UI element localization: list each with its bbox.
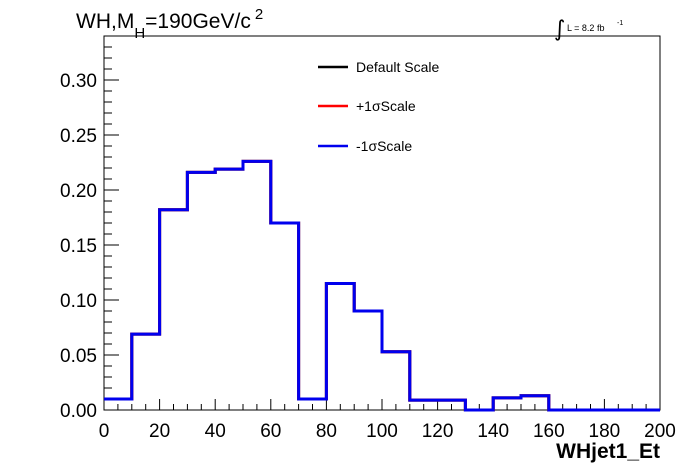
y-tick-label: 0.20	[60, 181, 97, 202]
x-tick-label: 160	[533, 421, 565, 442]
title-subscript: H	[134, 25, 145, 42]
y-tick-label: 0.25	[60, 126, 97, 147]
lumi-superscript: -1	[617, 20, 623, 27]
x-tick-label: 100	[366, 421, 398, 442]
title-prefix: WH,M	[76, 10, 134, 33]
y-tick-label: 0.15	[60, 236, 97, 257]
legend-label-default: Default Scale	[356, 59, 439, 75]
x-tick-label: 60	[260, 421, 281, 442]
x-tick-label: 40	[205, 421, 226, 442]
x-tick-label: 20	[149, 421, 170, 442]
lumi-label: L = 8.2 fb	[567, 23, 604, 33]
legend: Default Scale +1σScale -1σScale	[318, 59, 439, 154]
x-tick-label: 0	[99, 421, 110, 442]
lumi-integral-sign: ∫	[554, 17, 565, 42]
y-axis-ticks: 0.00 0.05 0.10 0.15 0.20 0.25 0.30	[60, 35, 119, 422]
y-tick-label: 0.05	[60, 346, 97, 367]
y-tick-label: 0.30	[60, 71, 97, 92]
x-axis-label: WHjet1_Et	[556, 440, 660, 463]
legend-label-minus1sigma: -1σScale	[356, 138, 412, 154]
x-axis-ticks: 0 20 40 60 80 100 120 140 160 180 200	[99, 399, 676, 442]
x-tick-label: 140	[477, 421, 509, 442]
title-suffix: =190GeV/c	[145, 10, 251, 33]
chart-title: WH,MH=190GeV/c 2	[76, 6, 263, 42]
legend-label-plus1sigma: +1σScale	[356, 98, 416, 114]
title-superscript: 2	[255, 6, 263, 23]
y-tick-label: 0.00	[60, 401, 97, 422]
x-tick-label: 80	[316, 421, 337, 442]
x-tick-label: 180	[589, 421, 621, 442]
histogram-series	[104, 159, 660, 412]
plot-frame	[103, 35, 661, 411]
series-line-2	[104, 159, 660, 412]
x-tick-label: 200	[644, 421, 676, 442]
x-tick-label: 120	[422, 421, 454, 442]
y-tick-label: 0.10	[60, 291, 97, 312]
